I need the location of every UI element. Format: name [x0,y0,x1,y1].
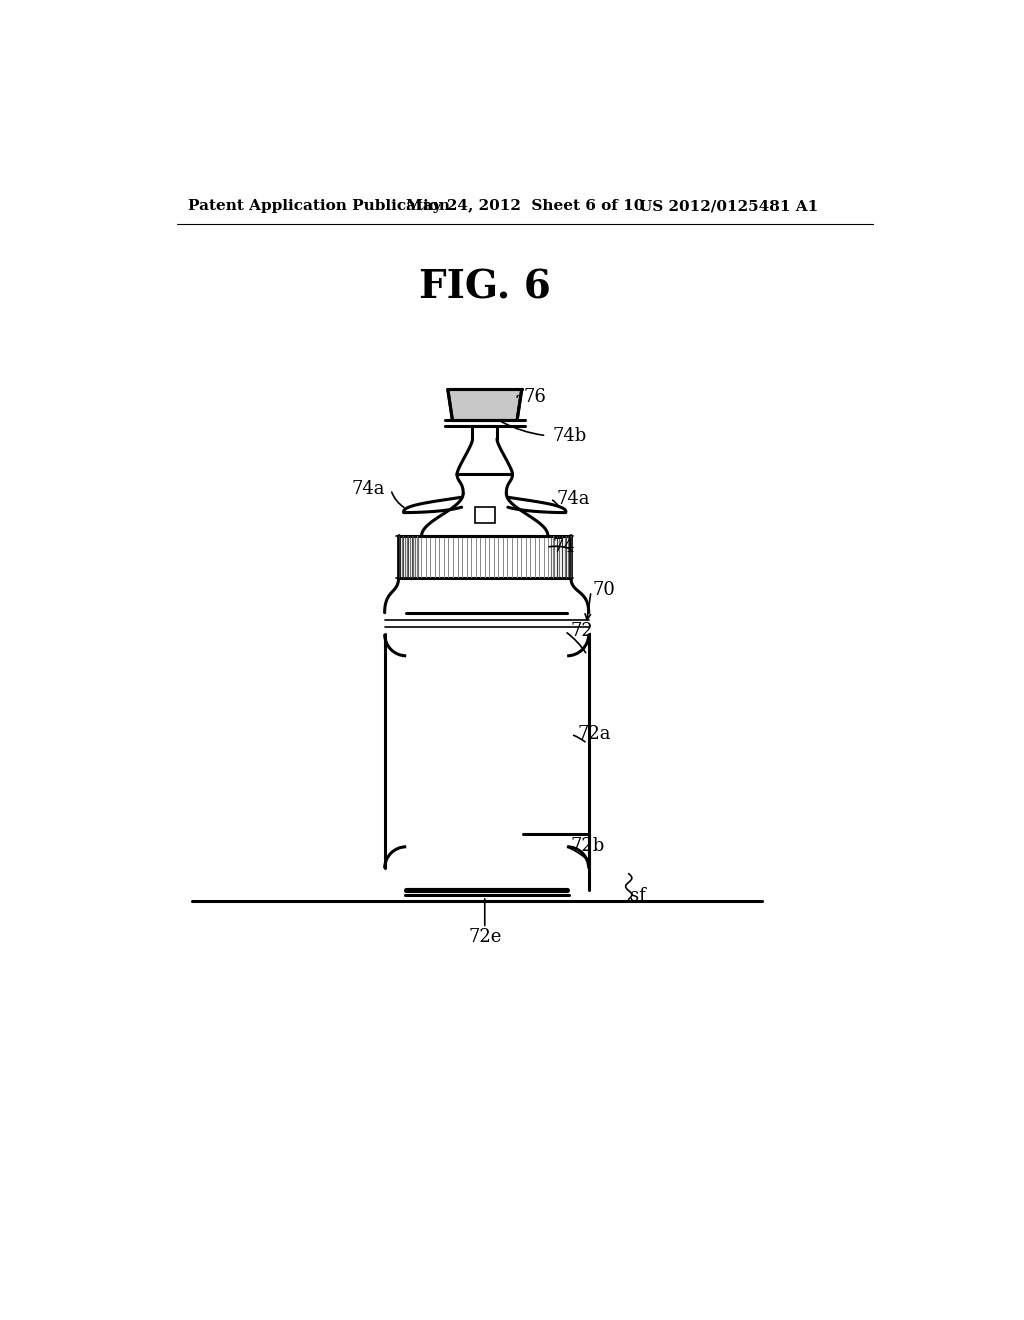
Text: 74a: 74a [556,490,590,508]
Text: 76: 76 [523,388,546,407]
Polygon shape [447,389,521,420]
Text: 72b: 72b [571,837,605,855]
Text: 74: 74 [553,539,575,556]
Text: 74a: 74a [351,480,385,499]
Text: 74b: 74b [553,426,587,445]
Text: sf: sf [630,887,645,906]
Text: 70: 70 [593,581,615,598]
Text: US 2012/0125481 A1: US 2012/0125481 A1 [639,199,818,213]
Text: 72: 72 [571,622,594,640]
Text: 72a: 72a [578,726,610,743]
Text: 72e: 72e [468,928,502,946]
Text: May 24, 2012  Sheet 6 of 10: May 24, 2012 Sheet 6 of 10 [407,199,644,213]
Text: FIG. 6: FIG. 6 [419,269,551,306]
Text: Patent Application Publication: Patent Application Publication [188,199,451,213]
Bar [475,507,495,523]
